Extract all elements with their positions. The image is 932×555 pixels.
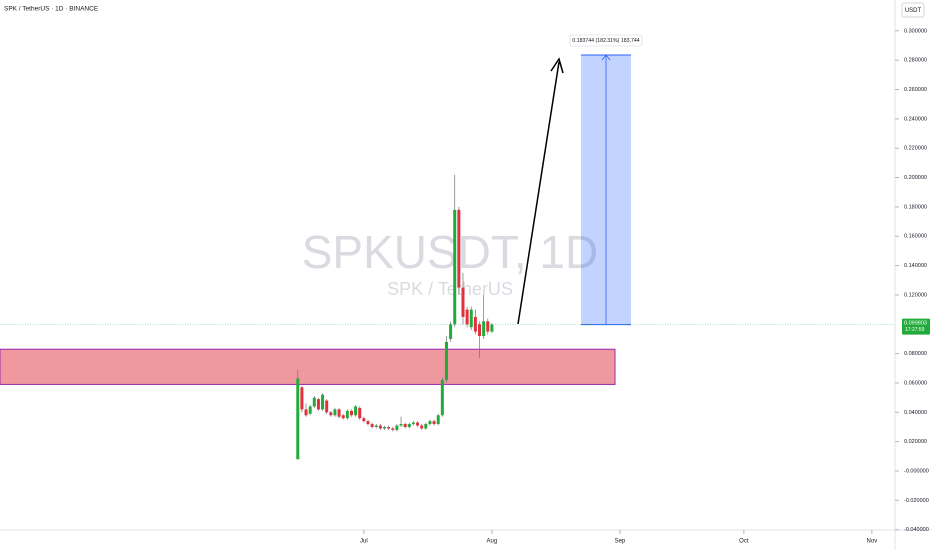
arrow: [517, 61, 560, 325]
candle-body: [432, 421, 436, 425]
candle-body: [329, 412, 333, 416]
y-tick-label: 0.060000: [904, 380, 927, 386]
candle-body: [333, 409, 337, 416]
y-tick-label: 0.300000: [904, 28, 927, 34]
candle-body: [378, 425, 382, 429]
y-tick-label: -0.000000: [904, 468, 929, 474]
x-tick-label: Oct: [739, 539, 749, 545]
y-tick-label: 0.240000: [904, 116, 927, 122]
candle-body: [403, 424, 407, 427]
candle-body: [420, 425, 424, 429]
support-zone: [0, 348, 616, 385]
x-tick-label: Aug: [487, 539, 498, 545]
candle-body: [300, 387, 304, 410]
x-tick-label: Nov: [867, 539, 878, 545]
chart-title: SPK / TetherUS · 1D · BINANCE: [4, 6, 99, 13]
y-tick-label: 0.120000: [904, 292, 927, 298]
watermark-subtitle: SPK / TetherUS: [387, 279, 513, 299]
candle-body: [304, 409, 308, 416]
y-tick-label: 0.160000: [904, 234, 927, 240]
candle-body: [465, 309, 469, 325]
candle-body: [490, 324, 494, 332]
y-tick-label: 0.200000: [904, 175, 927, 181]
y-tick-label: 0.280000: [904, 58, 927, 64]
candle-body: [395, 425, 399, 430]
candle-body: [428, 421, 432, 425]
candle-body: [449, 324, 453, 339]
candle-body: [478, 324, 482, 337]
candle-body: [308, 406, 312, 414]
y-tick-label: -0.020000: [904, 498, 929, 504]
x-tick-label: Jul: [360, 539, 368, 545]
candle-body: [469, 309, 473, 328]
candle-body: [374, 425, 378, 427]
y-tick-label: 0.220000: [904, 146, 927, 152]
arrow-head: [550, 57, 564, 74]
candle-body: [444, 341, 448, 381]
candle-body: [321, 394, 325, 410]
y-tick-label: 0.080000: [904, 351, 927, 357]
candle-body: [486, 321, 490, 332]
candle-body: [362, 418, 366, 422]
candle-body: [383, 426, 387, 429]
measure-label: 0.183744 (182.31%) 183,744: [572, 38, 639, 44]
measure-box: [569, 34, 643, 47]
candle-body: [461, 287, 465, 317]
candle-body: [457, 209, 461, 288]
candle-body: [296, 378, 300, 460]
candle-body: [482, 321, 486, 337]
watermark: SPKUSDT, 1D: [302, 226, 599, 278]
y-tick-label: 0.020000: [904, 439, 927, 445]
countdown: 17:27:59: [905, 327, 925, 333]
y-tick-label: -0.040000: [904, 527, 929, 533]
candle-body: [440, 380, 444, 416]
candle-body: [387, 426, 391, 429]
y-tick-label: 0.180000: [904, 204, 927, 210]
candle-body: [473, 316, 477, 332]
candle-body: [312, 397, 316, 407]
candle-body: [345, 410, 349, 419]
y-tick-label: 0.140000: [904, 263, 927, 269]
candle-body: [424, 424, 428, 429]
candle-body: [416, 422, 420, 426]
candle-body: [366, 421, 370, 425]
candle-body: [358, 407, 362, 419]
candle-body: [399, 424, 403, 426]
price-label-box: [902, 318, 930, 335]
price-label: 0.099803: [904, 321, 927, 327]
candle-body: [370, 424, 374, 427]
candle-body: [337, 409, 341, 417]
y-tick-label: 0.040000: [904, 410, 927, 416]
x-tick-label: Sep: [615, 539, 626, 545]
candle-body: [391, 428, 395, 430]
target-arrow-head: [601, 54, 611, 61]
candle-body: [349, 410, 353, 416]
currency[interactable]: USDT: [905, 8, 922, 14]
candle-body: [411, 422, 415, 425]
candle-body: [436, 415, 440, 425]
candle-body: [316, 399, 320, 410]
candle-body: [354, 406, 358, 416]
candle-body: [453, 209, 457, 325]
y-tick-label: 0.260000: [904, 87, 927, 93]
currency-box[interactable]: [901, 2, 925, 18]
candle-body: [325, 400, 329, 413]
candle-body: [407, 424, 411, 427]
candle-body: [341, 415, 345, 419]
